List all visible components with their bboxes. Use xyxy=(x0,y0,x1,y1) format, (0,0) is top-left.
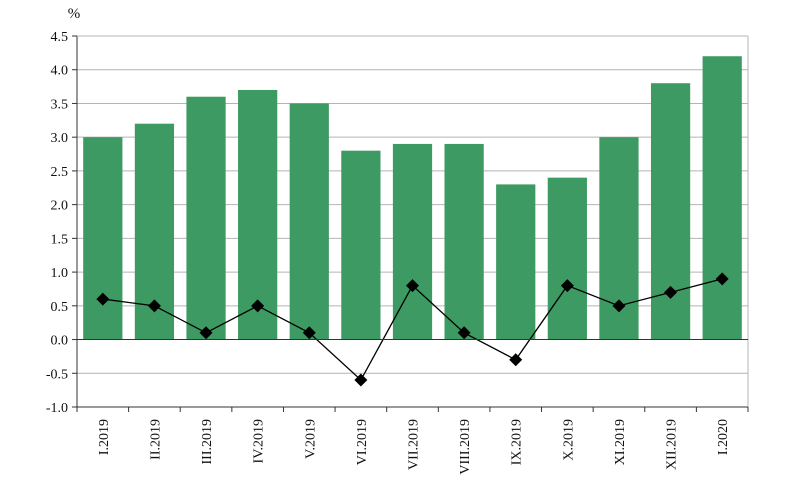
x-tick-label: XI.2019 xyxy=(613,419,628,465)
diamond-marker xyxy=(96,292,110,306)
x-tick-label: VIII.2019 xyxy=(458,419,473,475)
diamond-marker xyxy=(612,299,626,313)
diamond-marker xyxy=(302,326,316,340)
y-tick-label: 0.5 xyxy=(51,300,69,315)
line-series xyxy=(96,272,729,387)
y-tick-labels: -1.0 -0.5 0.0 0.5 1.0 1.5 2.0 2.5 3.0 3.5 4.0 4.5 xyxy=(46,30,68,416)
y-tick-label: 4.5 xyxy=(51,30,69,45)
bar xyxy=(444,143,484,340)
bar xyxy=(83,137,123,340)
bar-series xyxy=(83,56,742,340)
bar xyxy=(496,184,536,340)
y-tick-label: 2.0 xyxy=(51,199,69,214)
y-tick-label: 3.5 xyxy=(51,97,69,112)
bar xyxy=(341,150,381,340)
x-tick-labels: I.2019 II.2019 III.2019 IV.2019 V.2019 VI.201… xyxy=(97,419,731,475)
diamond-marker xyxy=(147,299,161,313)
diamond-marker xyxy=(457,326,471,340)
diamond-marker xyxy=(354,373,368,387)
y-axis-unit-label: % xyxy=(68,6,81,22)
x-tick-label: II.2019 xyxy=(148,419,163,460)
diamond-marker xyxy=(251,299,265,313)
y-tick-label: 4.0 xyxy=(51,64,69,79)
x-tick-label: IV.2019 xyxy=(252,419,267,463)
bar xyxy=(186,96,226,340)
bar xyxy=(392,143,433,340)
y-tick-label: 0.0 xyxy=(51,334,69,349)
bar xyxy=(702,56,742,340)
x-tick-label: III.2019 xyxy=(200,419,215,465)
diamond-marker xyxy=(199,326,213,340)
diamond-marker xyxy=(664,285,678,299)
y-tick-label: -0.5 xyxy=(46,367,68,382)
bar xyxy=(547,177,587,340)
x-tick-label: IX.2019 xyxy=(510,419,525,465)
diamond-marker xyxy=(406,279,419,293)
y-tick-label: 1.5 xyxy=(51,232,69,247)
bar xyxy=(650,83,691,340)
bar xyxy=(289,103,329,340)
x-tick-label: I.2020 xyxy=(716,419,731,455)
x-tick-label: XII.2019 xyxy=(665,419,680,470)
axes xyxy=(76,35,749,412)
y-tick-label: 3.0 xyxy=(51,131,69,146)
x-tick-label: VII.2019 xyxy=(407,419,422,470)
x-tick-label: V.2019 xyxy=(303,419,318,459)
bar xyxy=(238,89,278,340)
x-tick-label: X.2019 xyxy=(561,419,576,461)
diamond-marker xyxy=(715,272,729,286)
x-tick-label: VI.2019 xyxy=(355,419,370,465)
x-tick-label: I.2019 xyxy=(97,419,112,455)
diamond-marker xyxy=(509,353,523,367)
y-tick-label: 1.0 xyxy=(51,266,69,281)
diamond-marker xyxy=(560,279,574,293)
y-tick-label: 2.5 xyxy=(51,165,69,180)
y-tick-label: -1.0 xyxy=(46,401,68,416)
